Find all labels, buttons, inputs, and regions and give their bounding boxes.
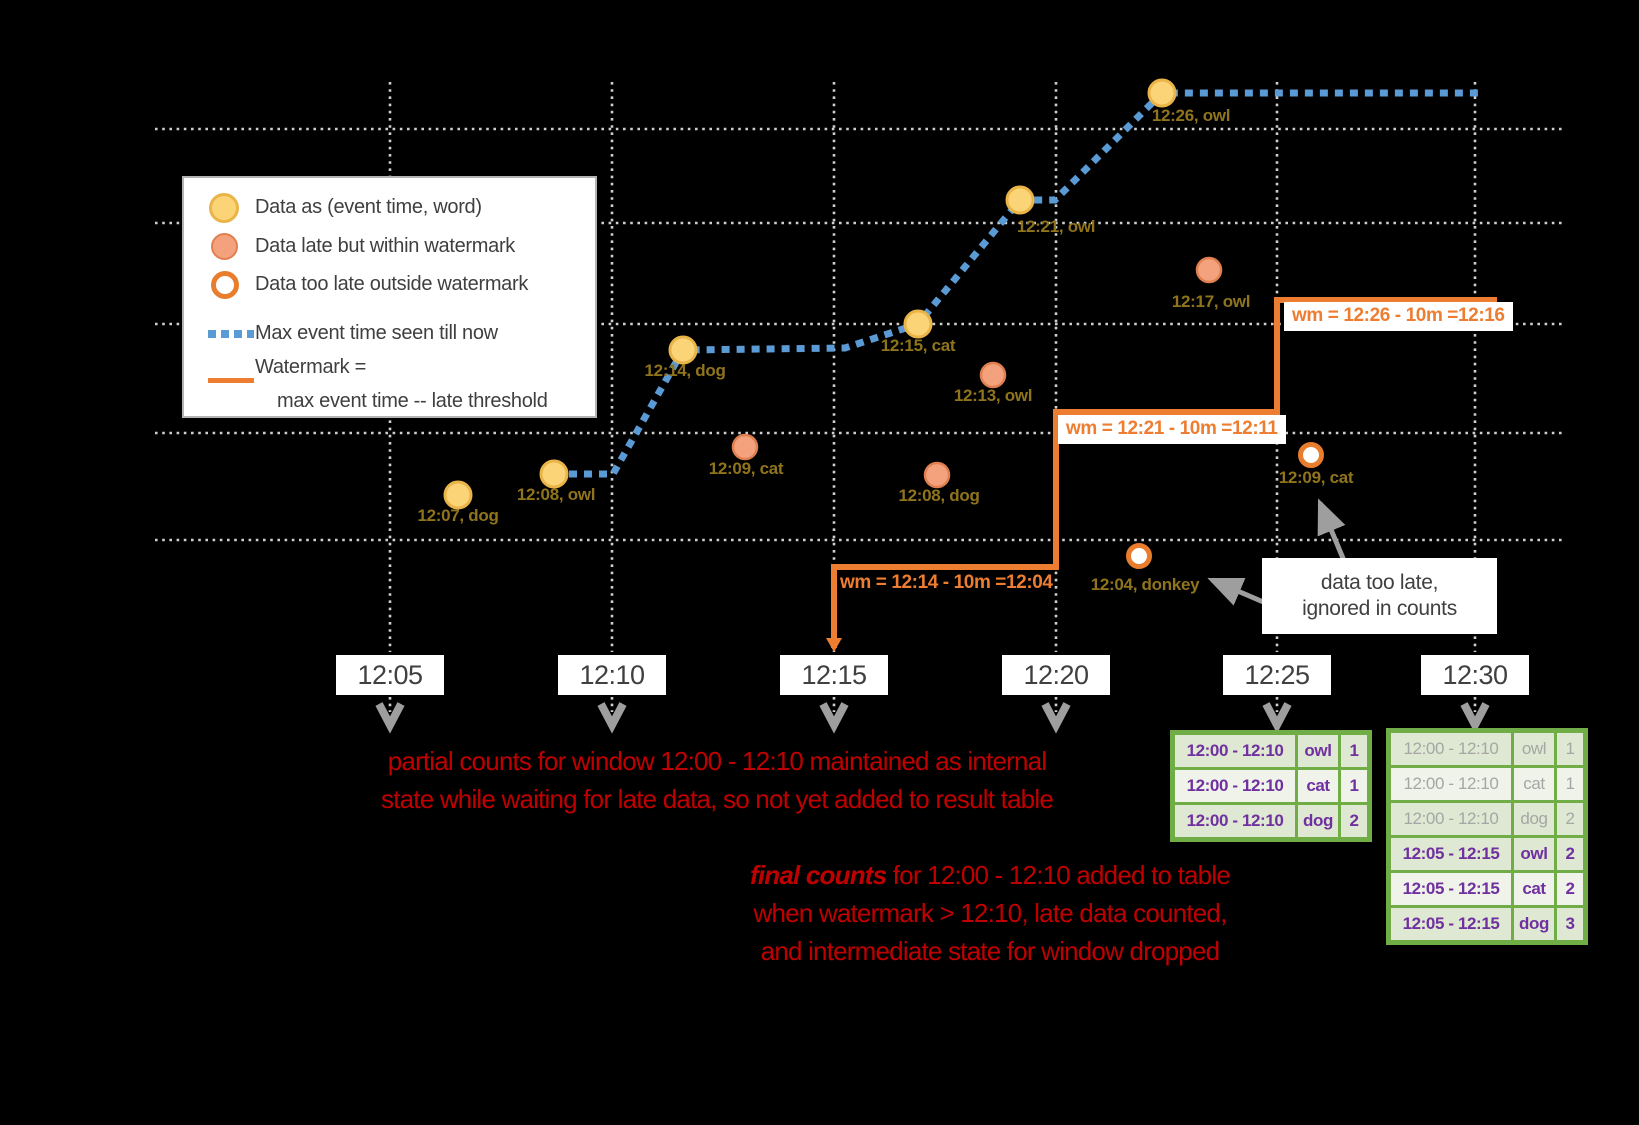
table-row: 12:00 - 12:10 dog 2 (1171, 802, 1371, 841)
table-row: 12:00 - 12:10 owl 1 (1387, 729, 1587, 768)
data-point-too-late (1126, 543, 1152, 569)
too-late-callout: data too late, ignored in counts (1262, 558, 1497, 634)
table-cell-cnt: 2 (1554, 800, 1587, 838)
max-event-line-icon (208, 330, 254, 338)
data-point-on-time (1005, 185, 1035, 215)
data-point-late (979, 361, 1007, 389)
red-note-final-line3: and intermediate state for window droppe… (760, 936, 1220, 966)
legend: Data as (event time, word) Data late but… (182, 176, 597, 418)
table-cell-win: 12:05 - 12:15 (1387, 835, 1514, 873)
too-late-callout-line2: ignored in counts (1302, 597, 1457, 620)
table-cell-word: cat (1295, 767, 1341, 805)
red-note-final-line1: final counts for 12:00 - 12:10 added to … (750, 856, 1231, 894)
red-note-final-counts: final counts for 12:00 - 12:10 added to … (750, 856, 1231, 970)
watermark-start-arrow-icon (826, 638, 842, 652)
table-cell-win: 12:00 - 12:10 (1387, 729, 1514, 768)
too-late-callout-line1: data too late, (1320, 571, 1439, 594)
data-point-late (731, 433, 759, 461)
table-cell-word: owl (1295, 731, 1341, 770)
table-cell-cnt: 2 (1554, 870, 1587, 908)
table-cell-win: 12:00 - 12:10 (1171, 731, 1298, 770)
table-cell-win: 12:00 - 12:10 (1171, 802, 1298, 841)
too-late-dot-icon (211, 271, 239, 299)
red-note-partial-counts: partial counts for window 12:00 - 12:10 … (381, 742, 1054, 818)
red-note-final-line2: when watermark > 12:10, late data counte… (753, 898, 1227, 928)
data-point-on-time (1147, 78, 1177, 108)
table-cell-cnt: 1 (1338, 731, 1371, 770)
table-cell-cnt: 1 (1554, 765, 1587, 803)
table-cell-win: 12:00 - 12:10 (1387, 800, 1514, 838)
legend-item-watermark-1: Watermark = (255, 356, 366, 378)
axis-time-box: 12:25 (1223, 655, 1331, 695)
table-cell-win: 12:00 - 12:10 (1171, 767, 1298, 805)
axis-time-box: 12:20 (1002, 655, 1110, 695)
data-point-on-time (539, 459, 569, 489)
table-cell-win: 12:05 - 12:15 (1387, 870, 1514, 908)
legend-item-too-late: Data too late outside watermark (255, 273, 529, 295)
table-row: 12:05 - 12:15 owl 2 (1387, 835, 1587, 873)
legend-item-on-time: Data as (event time, word) (255, 196, 482, 218)
table-cell-cnt: 3 (1554, 905, 1587, 944)
table-cell-word: cat (1511, 870, 1557, 908)
tick-arrow-icon (375, 702, 405, 734)
table-cell-cnt: 1 (1338, 767, 1371, 805)
watermark-line-icon (208, 378, 254, 383)
axis-time-box: 12:15 (780, 655, 888, 695)
data-point-too-late (1298, 442, 1324, 468)
red-note-final-lead: final counts (750, 860, 887, 890)
tick-arrow-icon (1460, 702, 1490, 734)
axis-time-box: 12:05 (336, 655, 444, 695)
table-cell-word: dog (1511, 800, 1557, 838)
legend-item-watermark-2: max event time -- late threshold (277, 390, 548, 412)
result-table-1225: 12:00 - 12:10 owl 1 12:00 - 12:10 cat 1 12:00 … (1170, 730, 1372, 842)
data-point-late (923, 461, 951, 489)
data-point-on-time (668, 335, 698, 365)
legend-item-late: Data late but within watermark (255, 235, 516, 257)
table-row: 12:00 - 12:10 cat 1 (1171, 767, 1371, 805)
on-time-dot-icon (209, 193, 239, 223)
table-cell-word: cat (1511, 765, 1557, 803)
red-note-final-rest: for 12:00 - 12:10 added to table (886, 860, 1231, 890)
callout-arrow (1207, 577, 1269, 607)
table-row: 12:00 - 12:10 owl 1 (1171, 731, 1371, 770)
tick-arrow-icon (819, 702, 849, 734)
tick-arrow-icon (597, 702, 627, 734)
data-point-on-time (903, 309, 933, 339)
table-cell-word: owl (1511, 729, 1557, 768)
max-event-time-line (554, 89, 1478, 478)
axis-time-box: 12:10 (558, 655, 666, 695)
table-cell-cnt: 2 (1554, 835, 1587, 873)
late-dot-icon (211, 233, 238, 260)
legend-item-max-event-line: Max event time seen till now (255, 322, 498, 344)
table-row: 12:05 - 12:15 dog 3 (1387, 905, 1587, 944)
table-row: 12:00 - 12:10 dog 2 (1387, 800, 1587, 838)
watermark-line (831, 297, 1497, 648)
table-row: 12:00 - 12:10 cat 1 (1387, 765, 1587, 803)
table-cell-word: dog (1511, 905, 1557, 944)
table-cell-cnt: 1 (1554, 729, 1587, 768)
red-note-partial-line1: partial counts for window 12:00 - 12:10 … (387, 746, 1047, 776)
table-cell-word: dog (1295, 802, 1341, 841)
table-row: 12:05 - 12:15 cat 2 (1387, 870, 1587, 908)
tick-arrow-icon (1041, 702, 1071, 734)
tick-arrow-icon (1262, 702, 1292, 734)
axis-time-box: 12:30 (1421, 655, 1529, 695)
data-point-on-time (443, 480, 473, 510)
table-cell-win: 12:05 - 12:15 (1387, 905, 1514, 944)
table-cell-cnt: 2 (1338, 802, 1371, 841)
red-note-partial-line2: state while waiting for late data, so no… (381, 784, 1054, 814)
data-point-late (1195, 256, 1223, 284)
table-cell-word: owl (1511, 835, 1557, 873)
result-table-1230: 12:00 - 12:10 owl 1 12:00 - 12:10 cat 1 12:00 … (1386, 728, 1588, 945)
table-cell-win: 12:00 - 12:10 (1387, 765, 1514, 803)
